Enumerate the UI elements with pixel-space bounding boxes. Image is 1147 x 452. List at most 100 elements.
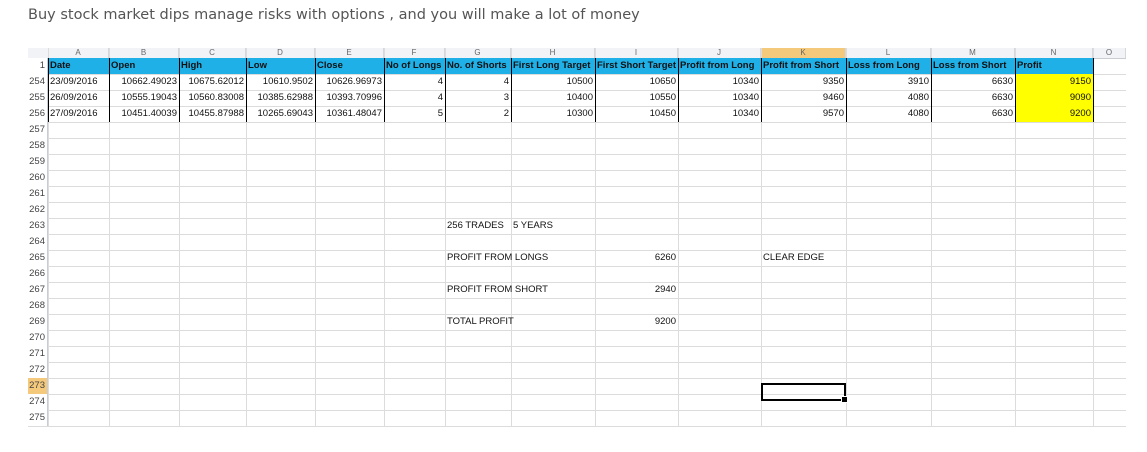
column-header-b[interactable]: B bbox=[109, 48, 179, 58]
header-cell[interactable]: Close bbox=[317, 60, 343, 71]
row-header[interactable]: 274 bbox=[28, 394, 48, 410]
total-profit-value[interactable]: 9200 bbox=[654, 316, 676, 327]
profit-cell[interactable]: 9090 bbox=[1016, 90, 1093, 106]
data-cell[interactable]: 10393.70996 bbox=[326, 92, 382, 103]
row-header[interactable]: 265 bbox=[28, 250, 48, 266]
row-header[interactable]: 273 bbox=[28, 378, 48, 394]
row-header[interactable]: 261 bbox=[28, 186, 48, 202]
data-cell[interactable]: 5 bbox=[437, 108, 443, 119]
data-cell[interactable]: 10500 bbox=[566, 76, 593, 87]
column-header-a[interactable]: A bbox=[48, 48, 109, 58]
row-header[interactable]: 258 bbox=[28, 138, 48, 154]
header-cell[interactable]: High bbox=[181, 60, 203, 71]
row-header[interactable]: 271 bbox=[28, 346, 48, 362]
data-cell[interactable]: 10662.49023 bbox=[121, 76, 177, 87]
row-header[interactable]: 254 bbox=[28, 74, 48, 90]
header-cell[interactable]: No. of Shorts bbox=[447, 60, 507, 71]
column-header-i[interactable]: I bbox=[595, 48, 678, 58]
data-cell[interactable]: 10340 bbox=[732, 108, 759, 119]
header-cell[interactable]: Loss from Long bbox=[848, 60, 920, 71]
column-header-j[interactable]: J bbox=[678, 48, 761, 58]
column-header-c[interactable]: C bbox=[179, 48, 246, 58]
header-cell[interactable]: Profit from Short bbox=[763, 60, 839, 71]
profit-cell[interactable]: 9150 bbox=[1016, 74, 1093, 90]
row-header[interactable]: 267 bbox=[28, 282, 48, 298]
data-cell[interactable]: 6630 bbox=[991, 108, 1013, 119]
data-cell[interactable]: 10340 bbox=[732, 76, 759, 87]
row-header[interactable]: 268 bbox=[28, 298, 48, 314]
data-cell[interactable]: 10455.87988 bbox=[188, 108, 244, 119]
column-header-g[interactable]: G bbox=[445, 48, 511, 58]
data-cell[interactable]: 10361.48047 bbox=[326, 108, 382, 119]
column-header-h[interactable]: H bbox=[511, 48, 595, 58]
data-cell[interactable]: 27/09/2016 bbox=[50, 108, 98, 119]
data-cell[interactable]: 10400 bbox=[566, 92, 593, 103]
data-cell[interactable]: 6630 bbox=[991, 76, 1013, 87]
data-cell[interactable]: 2 bbox=[503, 108, 509, 119]
header-cell[interactable]: First Short Target bbox=[597, 60, 676, 71]
data-cell[interactable]: 4 bbox=[437, 92, 443, 103]
data-cell[interactable]: 9460 bbox=[822, 92, 844, 103]
profit-short-label[interactable]: PROFIT FROM SHORT bbox=[447, 284, 548, 295]
data-cell[interactable]: 10300 bbox=[566, 108, 593, 119]
header-cell[interactable]: No of Longs bbox=[386, 60, 442, 71]
data-cell[interactable]: 10451.40039 bbox=[121, 108, 177, 119]
header-cell[interactable]: Date bbox=[50, 60, 71, 71]
row-header[interactable]: 256 bbox=[28, 106, 48, 122]
active-cell-cursor[interactable] bbox=[761, 383, 848, 403]
column-header-m[interactable]: M bbox=[931, 48, 1015, 58]
total-profit-label[interactable]: TOTAL PROFIT bbox=[447, 316, 514, 327]
header-cell[interactable]: Low bbox=[248, 60, 267, 71]
profit-cell[interactable]: 9200 bbox=[1016, 106, 1093, 122]
data-cell[interactable]: 10610.9502 bbox=[262, 76, 313, 87]
column-header-l[interactable]: L bbox=[846, 48, 931, 58]
data-cell[interactable]: 10675.62012 bbox=[188, 76, 244, 87]
column-header-k[interactable]: K bbox=[761, 48, 846, 58]
column-header-n[interactable]: N bbox=[1015, 48, 1093, 58]
column-header-e[interactable]: E bbox=[315, 48, 384, 58]
header-cell[interactable]: Open bbox=[111, 60, 136, 71]
row-header[interactable]: 272 bbox=[28, 362, 48, 378]
data-cell[interactable]: 9570 bbox=[822, 108, 844, 119]
data-cell[interactable]: 10450 bbox=[649, 108, 676, 119]
data-cell[interactable]: 10385.62988 bbox=[257, 92, 313, 103]
column-header-o[interactable]: O bbox=[1093, 48, 1126, 58]
data-cell[interactable]: 3910 bbox=[907, 76, 929, 87]
row-header[interactable]: 262 bbox=[28, 202, 48, 218]
profit-short-value[interactable]: 2940 bbox=[654, 284, 676, 295]
profit-longs-label[interactable]: PROFIT FROM LONGS bbox=[447, 252, 549, 263]
row-header[interactable]: 257 bbox=[28, 122, 48, 138]
row-header[interactable]: 263 bbox=[28, 218, 48, 234]
data-cell[interactable]: 10550 bbox=[649, 92, 676, 103]
header-cell[interactable]: Loss from Short bbox=[933, 60, 1007, 71]
row-header[interactable]: 275 bbox=[28, 410, 48, 426]
row-header[interactable]: 259 bbox=[28, 154, 48, 170]
data-cell[interactable]: 26/09/2016 bbox=[50, 92, 98, 103]
row-header[interactable]: 255 bbox=[28, 90, 48, 106]
data-cell[interactable]: 10650 bbox=[649, 76, 676, 87]
column-header-f[interactable]: F bbox=[384, 48, 445, 58]
data-cell[interactable]: 10560.83008 bbox=[188, 92, 244, 103]
data-cell[interactable]: 4 bbox=[503, 76, 509, 87]
data-cell[interactable]: 3 bbox=[503, 92, 509, 103]
data-cell[interactable]: 10265.69043 bbox=[257, 108, 313, 119]
data-cell[interactable]: 23/09/2016 bbox=[50, 76, 98, 87]
row-header[interactable]: 264 bbox=[28, 234, 48, 250]
row-header[interactable]: 260 bbox=[28, 170, 48, 186]
header-cell[interactable]: Profit bbox=[1017, 60, 1042, 71]
header-cell[interactable]: Profit from Long bbox=[680, 60, 755, 71]
clear-edge-label[interactable]: CLEAR EDGE bbox=[763, 252, 825, 263]
row-header[interactable]: 270 bbox=[28, 330, 48, 346]
data-cell[interactable]: 4080 bbox=[907, 108, 929, 119]
data-cell[interactable]: 6630 bbox=[991, 92, 1013, 103]
years-label[interactable]: 5 YEARS bbox=[513, 220, 553, 231]
data-cell[interactable]: 10340 bbox=[732, 92, 759, 103]
row-header[interactable]: 269 bbox=[28, 314, 48, 330]
data-cell[interactable]: 10626.96973 bbox=[326, 76, 382, 87]
header-cell[interactable]: First Long Target bbox=[513, 60, 591, 71]
profit-longs-value[interactable]: 6260 bbox=[654, 252, 676, 263]
data-cell[interactable]: 9350 bbox=[822, 76, 844, 87]
data-cell[interactable]: 4080 bbox=[907, 92, 929, 103]
row-header[interactable]: 1 bbox=[28, 58, 48, 74]
